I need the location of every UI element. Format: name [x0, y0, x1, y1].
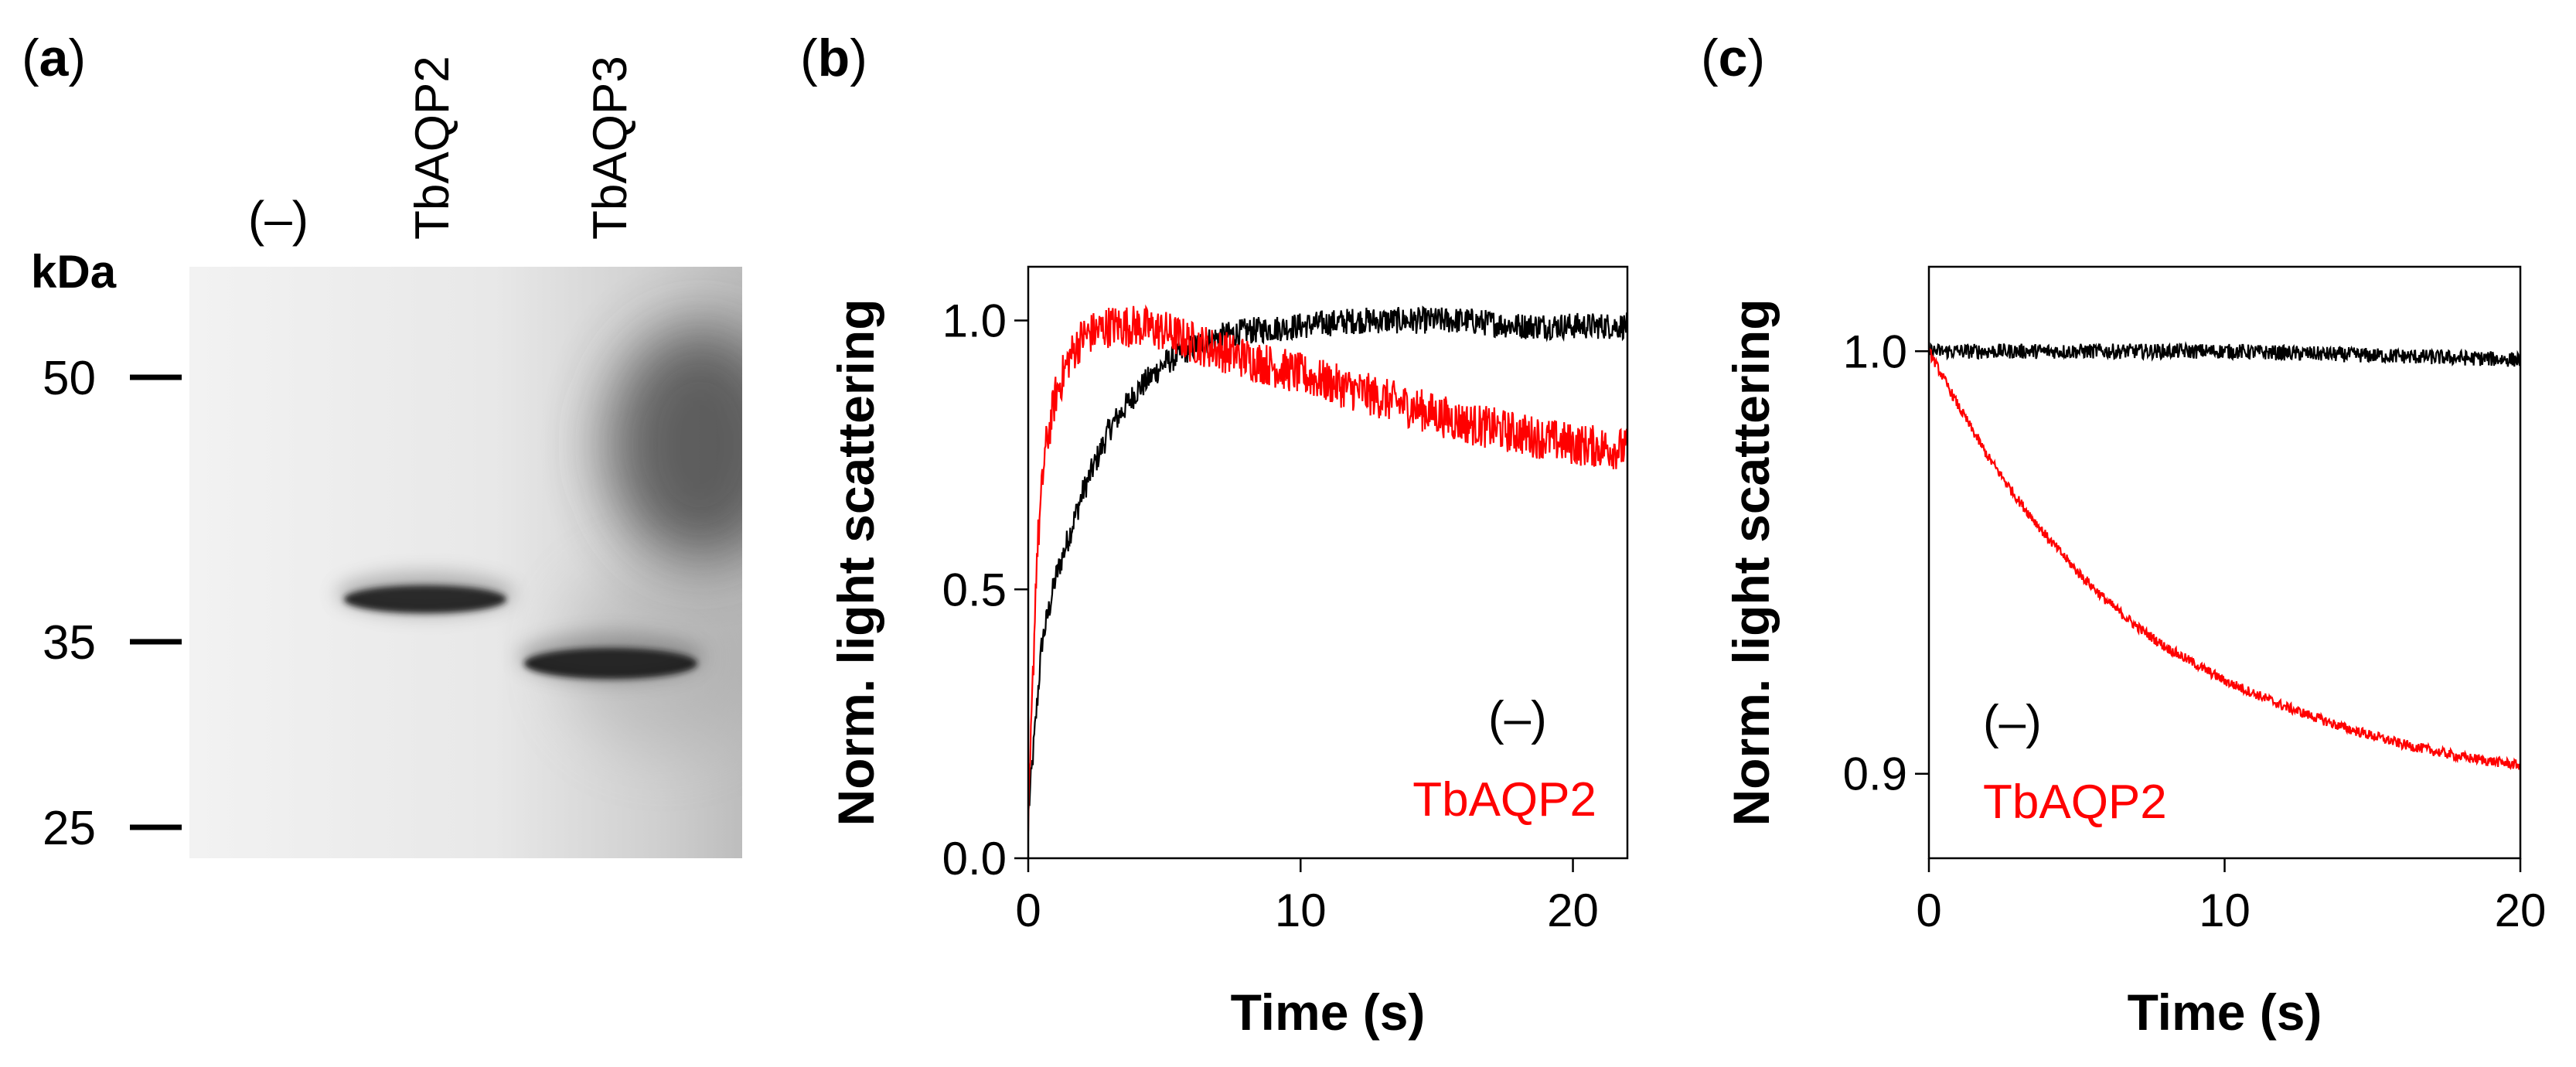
panel-b-series-control-line: [1028, 305, 1627, 816]
panel-c-legend-control: (–): [1983, 696, 2042, 749]
panel-c-ytick-label: 1.0: [1843, 326, 1907, 377]
marker-25: 25: [43, 802, 182, 855]
panel-c-xtick-label: 0: [1916, 885, 1941, 936]
panel-b-xtick-label: 20: [1547, 885, 1599, 936]
panel-b-label: (b): [800, 29, 867, 87]
lane-label-tbaqp2: TbAQP2: [406, 56, 459, 240]
lane-label-tbaqp3: TbAQP3: [584, 56, 637, 240]
kda-unit-label: kDa: [31, 246, 117, 298]
lane-label-control: (–): [248, 191, 308, 247]
panel-c-xtick-label: 20: [2495, 885, 2547, 936]
panel-c-series-control-line: [1929, 341, 2520, 367]
svg-text:50: 50: [43, 352, 96, 405]
panel-b-ytick-label: 1.0: [942, 295, 1007, 347]
panel-b-xtick-label: 10: [1275, 885, 1327, 936]
panel-c-chart: (c) 0 10 20 0.9 1.0 Time (s) Norm. light scatte…: [1701, 29, 2546, 1041]
panel-b-xlabel: Time (s): [1231, 983, 1426, 1041]
panel-b-xtick-label: 0: [1015, 885, 1041, 936]
panel-b-legend-control: (–): [1488, 692, 1547, 745]
svg-text:25: 25: [43, 802, 96, 855]
panel-c-legend-tbaqp2: TbAQP2: [1983, 776, 2167, 829]
panel-c-ylabel: Norm. light scattering: [1722, 298, 1780, 826]
panel-c-xtick-label: 10: [2199, 885, 2251, 936]
panel-a-label: (a): [22, 29, 86, 87]
panel-b-legend-tbaqp2: TbAQP2: [1412, 773, 1596, 827]
panel-c-xlabel: Time (s): [2128, 983, 2322, 1041]
panel-b-chart: (b) 0 10 20 0.0 0.5 1.0 Time (s) Norm. light sca…: [800, 29, 1629, 1041]
panel-b-ytick-label: 0.0: [942, 833, 1007, 885]
panel-c-series-tbaqp2-line: [1929, 346, 2520, 770]
marker-35: 35: [43, 616, 182, 670]
panel-c-label: (c): [1701, 29, 1765, 87]
panel-a-western-blot: (a) (–) TbAQP2 TbAQP3 kDa 50 35 25: [22, 29, 742, 858]
blot-image: [189, 267, 742, 858]
svg-text:35: 35: [43, 616, 96, 670]
panel-c-ytick-label: 0.9: [1843, 748, 1907, 800]
panel-b-ylabel: Norm. light scattering: [827, 298, 884, 826]
marker-50: 50: [43, 352, 182, 405]
panel-b-series-tbaqp2-line: [1028, 304, 1627, 832]
panel-b-ytick-label: 0.5: [942, 564, 1007, 615]
panel-b-axes-frame: [1027, 265, 1629, 860]
